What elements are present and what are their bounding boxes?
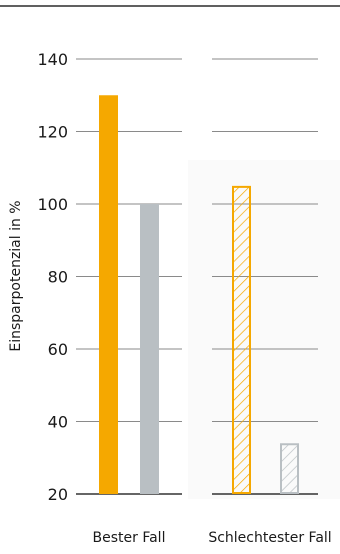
bar-series-1-schlechtester-fall <box>232 185 251 494</box>
x-tick-label-schlechtester-fall: Schlechtester Fall <box>208 530 331 546</box>
worst-case-panel-background <box>188 160 340 499</box>
y-tick-label-40: 40 <box>48 413 68 432</box>
y-axis-label: Einsparpotenzial in % <box>8 200 24 351</box>
bar-series-2-bester-fall <box>140 204 159 494</box>
y-tick-label-120: 120 <box>37 123 68 142</box>
bar-series-1-bester-fall <box>99 95 118 494</box>
y-tick-labels: 20 40 60 80 100 120 140 <box>37 50 68 504</box>
bars <box>99 95 299 494</box>
grid-layer <box>76 58 318 495</box>
y-tick-label-20: 20 <box>48 485 68 504</box>
y-tick-label-60: 60 <box>48 340 68 359</box>
x-tick-labels: Bester Fall Schlechtester Fall <box>93 530 332 546</box>
bar-series-2-schlechtester-fall <box>280 443 299 494</box>
y-tick-label-140: 140 <box>37 50 68 69</box>
y-tick-label-100: 100 <box>37 195 68 214</box>
x-tick-label-bester-fall: Bester Fall <box>93 530 166 546</box>
y-tick-label-80: 80 <box>48 268 68 287</box>
